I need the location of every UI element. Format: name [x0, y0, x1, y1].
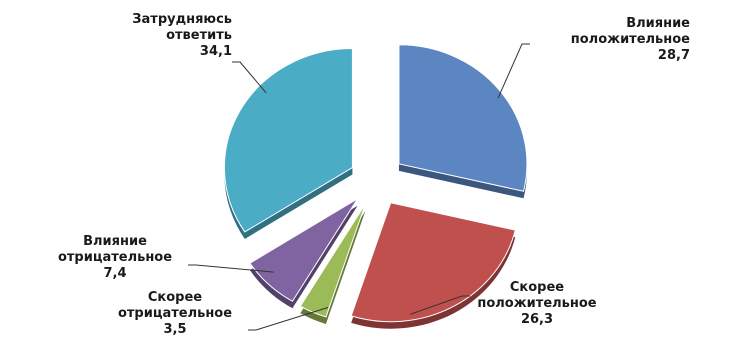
- leader-line-skoree-otritsatelnoe: [248, 307, 329, 331]
- slice-label-line2: ответить: [166, 28, 232, 43]
- slice-label-line1: Скорее: [509, 280, 565, 295]
- slice-label-skoree-otritsatelnoe: Скорее отрицательное 3,5: [100, 290, 250, 338]
- slice-value: 34,1: [199, 44, 232, 59]
- slice-label-vliyanie-otritsatelnoe: Влияние отрицательное 7,4: [40, 234, 190, 282]
- slice-label-line2: отрицательное: [57, 250, 173, 265]
- slice-label-vliyanie-polozhitelnoe: Влияние положительное 28,7: [540, 16, 690, 64]
- slice-label-line1: Влияние: [83, 234, 147, 249]
- slice-value: 26,3: [520, 312, 554, 327]
- slice-label-line1: Влияние: [626, 16, 690, 31]
- slice-label-line1: Скорее: [147, 290, 203, 305]
- slice-label-line2: положительное: [570, 32, 690, 47]
- slice-label-skoree-polozhitelnoe: Скорее положительное 26,3: [462, 280, 612, 328]
- pie-slice-zatrudnyayus-otvetit: [223, 47, 353, 233]
- slice-value: 3,5: [163, 322, 187, 337]
- slice-value: 28,7: [657, 48, 690, 63]
- leader-line-zatrudnyayus-otvetit: [232, 61, 267, 94]
- leader-line-vliyanie-otritsatelnoe: [188, 264, 274, 273]
- slice-label-zatrudnyayus-otvetit: Затрудняюсь ответить 34,1: [80, 12, 232, 60]
- slice-label-line1: Затрудняюсь: [132, 12, 232, 27]
- pie-slice-skoree-polozhitelnoe: [350, 202, 516, 323]
- leader-line-vliyanie-polozhitelnoe: [497, 43, 530, 99]
- pie-slice-vliyanie-otritsatelnoe: [249, 198, 358, 302]
- pie-slice-vliyanie-polozhitelnoe: [398, 44, 528, 192]
- slice-label-line2: положительное: [477, 296, 597, 311]
- leader-line-skoree-polozhitelnoe: [410, 295, 470, 315]
- slice-value: 7,4: [103, 266, 127, 281]
- slice-label-line2: отрицательное: [117, 306, 233, 321]
